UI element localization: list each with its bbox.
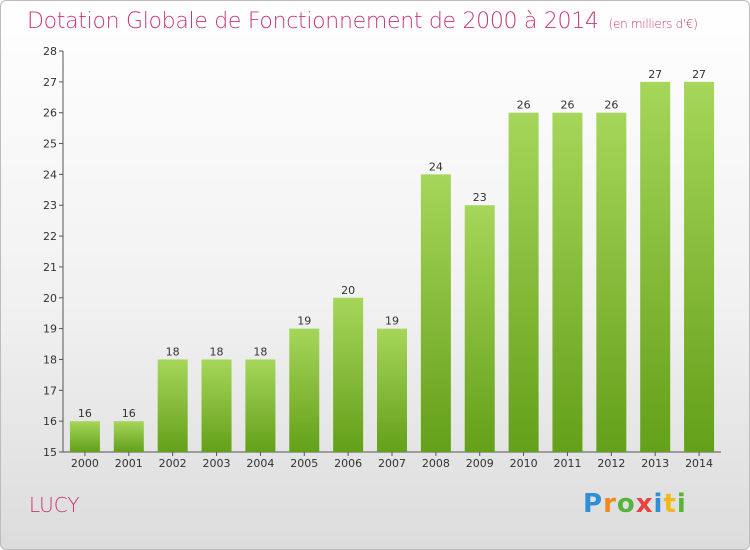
x-tick-label: 2011	[553, 457, 581, 470]
y-tick-label: 28	[43, 45, 57, 58]
y-tick-label: 16	[43, 415, 57, 428]
bar-value-label: 24	[429, 160, 443, 173]
bar	[640, 81, 671, 452]
bar-value-label: 18	[210, 345, 224, 358]
x-tick-label: 2001	[115, 457, 143, 470]
bar-value-label: 19	[297, 315, 311, 328]
bar	[552, 112, 583, 452]
x-tick-label: 2006	[334, 457, 362, 470]
bar-value-label: 26	[517, 99, 531, 112]
x-tick-label: 2007	[378, 457, 406, 470]
x-tick-label: 2012	[597, 457, 625, 470]
logo-letter: i	[653, 489, 664, 519]
y-tick-label: 18	[43, 353, 57, 366]
proxiti-logo: Proxiti	[583, 489, 687, 519]
logo-letter: o	[616, 489, 636, 519]
x-tick-label: 2014	[685, 457, 713, 470]
bar	[333, 297, 364, 452]
bar-value-label: 26	[604, 99, 618, 112]
y-tick-label: 21	[43, 261, 57, 274]
x-tick-label: 2004	[246, 457, 274, 470]
commune-name: LUCY	[29, 493, 80, 517]
bar	[201, 359, 232, 452]
x-tick-label: 2005	[290, 457, 318, 470]
bar	[596, 112, 627, 452]
chart-title: Dotation Globale de Fonctionnement de 20…	[27, 9, 698, 34]
bar-value-label: 18	[166, 345, 180, 358]
bar-value-label: 20	[341, 284, 355, 297]
y-tick-label: 27	[43, 76, 57, 89]
bar	[684, 81, 715, 452]
chart-title-text: Dotation Globale de Fonctionnement de 20…	[27, 9, 599, 34]
bar-value-label: 19	[385, 315, 399, 328]
y-tick-label: 22	[43, 230, 57, 243]
bar	[113, 421, 144, 452]
bar-value-label: 16	[78, 407, 92, 420]
bar-value-label: 27	[692, 68, 706, 81]
bar	[464, 205, 495, 452]
bar-value-label: 18	[253, 345, 267, 358]
x-tick-label: 2002	[159, 457, 187, 470]
bar-value-label: 23	[473, 191, 487, 204]
bar	[157, 359, 188, 452]
x-tick-label: 2010	[510, 457, 538, 470]
chart-subtitle: (en milliers d'€)	[608, 17, 698, 31]
bar	[69, 421, 100, 452]
logo-letter: r	[603, 489, 617, 519]
logo-letter: x	[635, 489, 654, 519]
y-tick-label: 26	[43, 107, 57, 120]
bar	[245, 359, 276, 452]
y-tick-label: 19	[43, 323, 57, 336]
x-tick-label: 2009	[466, 457, 494, 470]
y-tick-label: 20	[43, 292, 57, 305]
bar	[420, 174, 451, 452]
y-tick-label: 25	[43, 138, 57, 151]
bar	[289, 328, 320, 452]
bar	[377, 328, 407, 452]
logo-letter: P	[583, 489, 604, 519]
x-tick-label: 2013	[641, 457, 669, 470]
y-tick-label: 24	[43, 168, 57, 181]
logo-letter: t	[663, 489, 677, 519]
x-tick-label: 2003	[203, 457, 231, 470]
bar	[508, 112, 539, 452]
x-tick-label: 2008	[422, 457, 450, 470]
y-tick-label: 17	[43, 384, 57, 397]
bar-value-label: 16	[122, 407, 136, 420]
bar-value-label: 26	[560, 99, 574, 112]
x-tick-label: 2000	[71, 457, 99, 470]
bar-value-label: 27	[648, 68, 662, 81]
logo-letter: i	[676, 489, 687, 519]
y-tick-label: 15	[43, 446, 57, 459]
y-tick-label: 23	[43, 199, 57, 212]
